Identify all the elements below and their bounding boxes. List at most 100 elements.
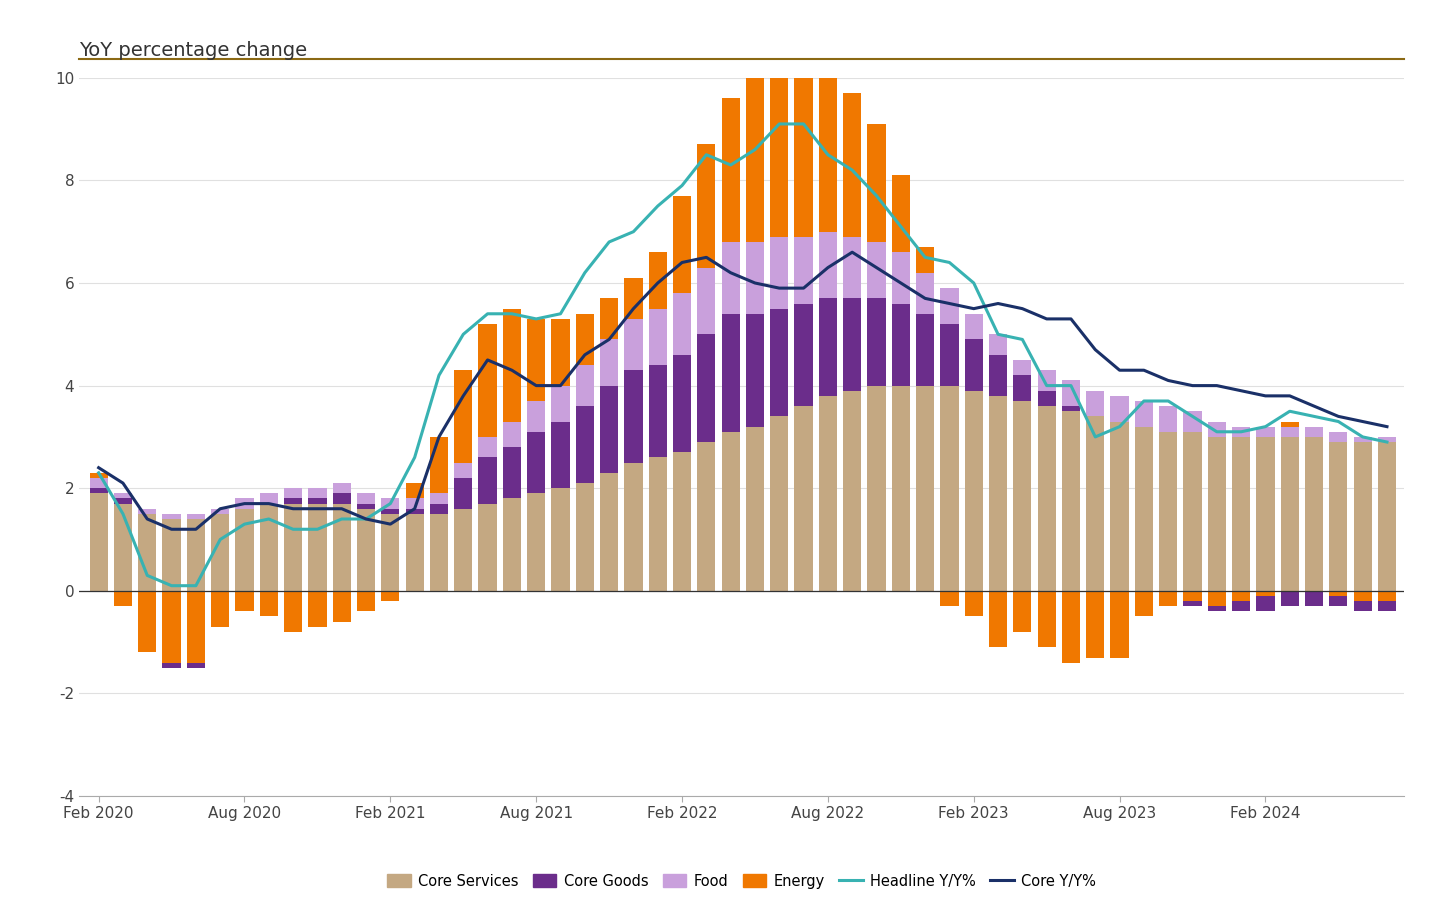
Bar [138,509,157,514]
Bar [1159,406,1178,432]
Bar [1110,422,1129,591]
Bar [746,62,765,242]
Bar [819,298,837,396]
Bar [1208,591,1225,607]
Bar [1038,371,1056,391]
Bar [672,196,691,293]
Bar [333,503,351,591]
Bar [576,406,593,483]
Bar [114,591,132,607]
Bar [648,308,667,365]
Bar [1329,596,1348,607]
Bar [138,514,157,591]
Bar [333,591,351,621]
Bar [527,401,546,432]
Bar [600,339,618,385]
Bar [697,442,716,591]
Bar [308,591,327,627]
Bar [1354,436,1372,442]
Bar [770,308,788,416]
Bar [576,314,593,365]
Bar [89,493,108,591]
Bar [1305,426,1323,437]
Bar [965,391,984,591]
Bar [478,324,497,437]
Bar [1208,422,1225,437]
Bar [308,503,327,591]
Bar [1378,436,1397,442]
Bar [1329,442,1348,591]
Bar [672,293,691,355]
Bar [1061,381,1080,406]
Bar [1038,391,1056,406]
Bar [552,319,570,385]
Bar [965,591,984,617]
Bar [333,483,351,493]
Bar [989,355,1007,396]
Bar [212,591,229,627]
Bar [357,503,376,509]
Bar [1038,591,1056,647]
Bar [625,371,642,463]
Bar [989,591,1007,647]
Bar [648,458,667,591]
Bar [333,493,351,503]
Bar [648,253,667,308]
Bar [114,499,132,503]
Bar [284,503,302,591]
Bar [697,267,716,334]
Bar [916,385,935,591]
Bar [1135,401,1153,426]
Bar [308,489,327,499]
Bar [89,478,108,489]
Bar [259,591,278,617]
Bar [552,489,570,591]
Bar [795,237,812,304]
Bar [989,334,1007,355]
Bar [163,514,180,519]
Bar [576,483,593,591]
Bar [503,447,521,499]
Bar [1159,591,1178,607]
Bar [1184,432,1201,591]
Bar [406,499,423,509]
Bar [1378,601,1397,611]
Bar [891,385,910,591]
Bar [1329,591,1348,596]
Bar [867,385,886,591]
Bar [891,176,910,253]
Bar [1256,426,1274,437]
Bar [940,385,959,591]
Text: YoY percentage change: YoY percentage change [79,41,307,60]
Bar [406,514,423,591]
Bar [1184,601,1201,607]
Bar [940,591,959,607]
Bar [842,391,861,591]
Bar [1256,591,1274,596]
Bar [1256,596,1274,611]
Bar [1305,591,1323,607]
Bar [431,493,448,503]
Bar [163,591,180,662]
Bar [721,432,740,591]
Bar [697,145,716,267]
Bar [527,319,546,401]
Bar [795,32,812,237]
Bar [89,473,108,478]
Bar [308,499,327,503]
Bar [891,304,910,385]
Bar [235,499,253,509]
Bar [552,422,570,489]
Bar [746,242,765,314]
Bar [867,298,886,385]
Bar [721,314,740,432]
Bar [721,242,740,314]
Bar [1135,426,1153,591]
Bar [721,98,740,242]
Legend: Core Services, Core Goods, Food, Energy, Headline Y/Y%, Core Y/Y%: Core Services, Core Goods, Food, Energy,… [382,868,1102,895]
Bar [916,314,935,385]
Bar [1014,591,1031,632]
Bar [1233,426,1250,437]
Bar [454,478,472,509]
Bar [672,355,691,452]
